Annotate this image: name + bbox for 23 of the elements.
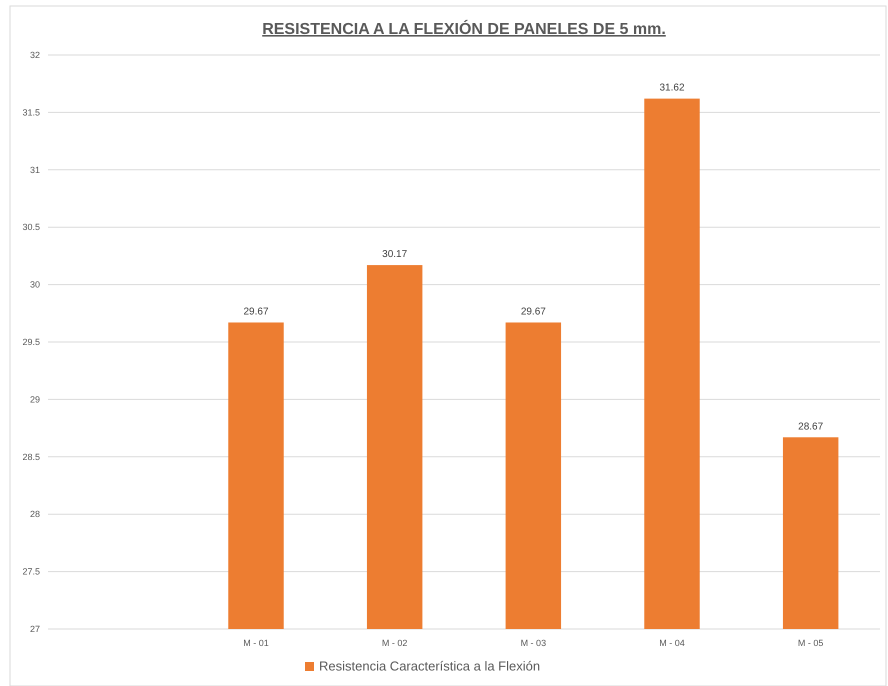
data-label: 29.67 [243,306,269,318]
y-tick-label: 29 [30,394,40,404]
x-tick-label: M - 03 [520,638,546,648]
y-tick-label: 32 [30,50,40,60]
y-tick-label: 29.5 [22,337,40,347]
x-tick-label: M - 05 [798,638,824,648]
y-tick-label: 30.5 [22,222,40,232]
data-label: 28.67 [798,421,824,432]
data-label: 30.17 [382,249,408,260]
y-tick-label: 31.5 [22,107,40,118]
y-tick-label: 27 [30,624,40,634]
x-tick-label: M - 01 [243,638,269,648]
y-tick-label: 30 [30,280,40,290]
y-tick-label: 28.5 [22,452,40,462]
x-tick-label: M - 04 [659,638,685,648]
data-label: 31.62 [659,82,685,94]
chart-title: RESISTENCIA A LA FLEXIÓN DE PANELES DE 5 mm. [262,19,666,38]
x-tick-label: M - 02 [382,638,408,648]
legend-label: Resistencia Característica a la Flexión [319,658,540,674]
y-tick-label: 28 [30,509,40,520]
data-label: 29.67 [520,306,546,318]
y-tick-label: 31 [30,164,40,175]
y-tick-label: 27.5 [22,566,40,577]
